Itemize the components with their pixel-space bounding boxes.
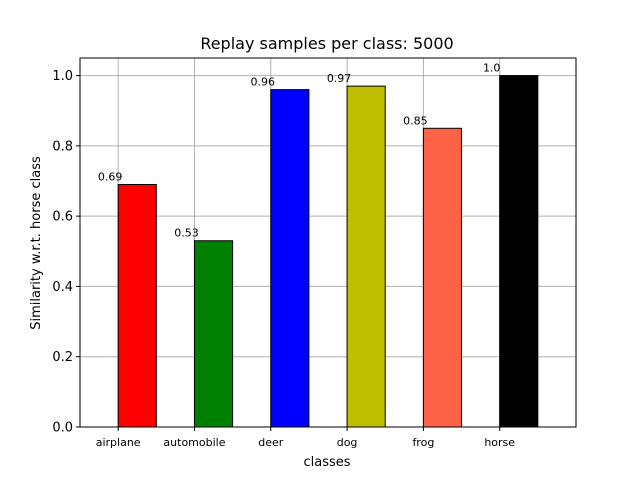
y-tick-label: 0.2 [52, 350, 73, 365]
data-label-airplane: 0.69 [98, 171, 123, 184]
chart-title: Replay samples per class: 5000 [200, 34, 453, 53]
bar-deer [270, 89, 310, 428]
data-label-automobile: 0.53 [174, 227, 199, 240]
x-tick-label-horse: horse [484, 436, 515, 449]
bar-automobile [193, 240, 234, 428]
x-tick-label-frog: frog [412, 436, 434, 449]
x-tick-label-deer: deer [258, 436, 284, 449]
plot-area-border [79, 57, 577, 428]
x-tick-label-airplane: airplane [96, 436, 141, 449]
y-tick-label: 0.4 [52, 280, 73, 295]
bars [117, 75, 539, 428]
y-tick-label: 0.8 [52, 139, 73, 154]
data-label-horse: 1.0 [483, 62, 501, 75]
x-tick-label-dog: dog [337, 436, 358, 449]
data-label-dog: 0.97 [327, 72, 352, 85]
bar-airplane [117, 184, 157, 428]
x-axis-label: classes [303, 455, 350, 470]
data-labels: 0.69 0.53 0.96 0.97 0.85 1.0 [98, 62, 501, 240]
bar-horse [499, 75, 539, 428]
y-tick-label: 1.0 [52, 69, 73, 84]
ticks: 0.0 0.2 0.4 0.6 0.8 1.0 airplane automobile deer… [52, 69, 515, 449]
data-label-frog: 0.85 [403, 114, 428, 127]
bar-frog [422, 127, 463, 428]
y-axis-label: Similarity w.r.t. horse class [29, 156, 44, 330]
x-tick-label-automobile: automobile [163, 436, 225, 449]
bar-dog [346, 85, 386, 428]
y-tick-label: 0.0 [52, 421, 73, 436]
data-label-deer: 0.96 [251, 76, 276, 89]
y-tick-label: 0.6 [52, 210, 73, 225]
axes-frame [79, 57, 577, 428]
